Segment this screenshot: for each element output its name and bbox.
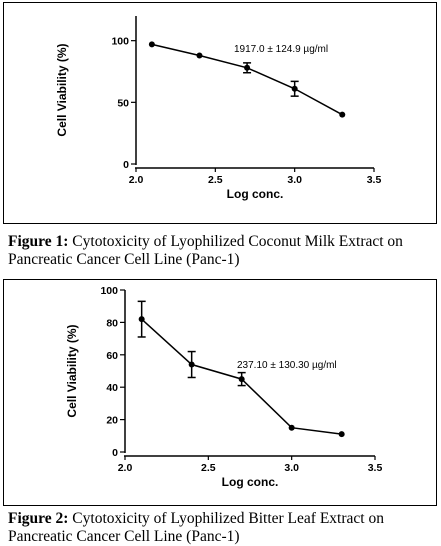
data-point xyxy=(338,431,345,438)
data-point xyxy=(148,41,155,48)
y-tick-label: 100 xyxy=(111,36,129,48)
figure-2-caption-text: Cytotoxicity of Lyophilized Bitter Leaf … xyxy=(8,510,384,545)
y-tick-label: 20 xyxy=(106,415,118,427)
figure-2-frame: 0 20 40 60 80 100 2.0 2.5 3.0 3.5 Log conc. Cell Vi… xyxy=(3,279,437,506)
y-tick-label: 0 xyxy=(112,447,118,459)
y-tick-label: 50 xyxy=(117,97,129,109)
y-axis-label: Cell Viability (%) xyxy=(65,324,79,417)
x-tick-label: 2.5 xyxy=(201,462,216,474)
y-tick-label: 80 xyxy=(106,317,118,329)
data-point xyxy=(188,361,195,368)
y-tick-label: 40 xyxy=(106,382,118,394)
x-tick-label: 2.5 xyxy=(208,174,223,186)
data-point xyxy=(196,52,203,59)
data-point xyxy=(244,64,251,71)
data-point xyxy=(288,424,295,431)
figure-1-caption: Figure 1: Cytotoxicity of Lyophilized Co… xyxy=(8,233,438,269)
y-axis-label: Cell Viability (%) xyxy=(55,43,69,136)
x-tick-label: 2.0 xyxy=(129,174,144,186)
ic50-annotation: 1917.0 ± 124.9 µg/ml xyxy=(234,44,328,55)
ic50-annotation: 237.10 ± 130.30 µg/ml xyxy=(237,360,337,371)
y-tick-label: 60 xyxy=(106,350,118,362)
data-point xyxy=(138,316,145,323)
x-tick-label: 3.0 xyxy=(287,174,302,186)
x-tick-label: 3.0 xyxy=(284,462,299,474)
data-point xyxy=(238,376,245,383)
x-tick-label: 2.0 xyxy=(118,462,133,474)
figure-1-chart: 0 50 100 2.0 2.5 3.0 3.5 Log conc. Cell Viabilit… xyxy=(55,16,382,201)
data-point xyxy=(291,85,298,92)
figure-1-caption-label: Figure 1: xyxy=(8,233,69,250)
x-tick-label: 3.5 xyxy=(368,462,383,474)
figure-1-frame: 0 50 100 2.0 2.5 3.0 3.5 Log conc. Cell Viabilit… xyxy=(3,2,437,224)
x-tick-label: 3.5 xyxy=(367,174,382,186)
figure-2-caption: Figure 2: Cytotoxicity of Lyophilized Bi… xyxy=(8,510,438,546)
x-axis-label: Log conc. xyxy=(222,475,279,489)
figure-2-caption-label: Figure 2: xyxy=(8,510,69,527)
x-axis-label: Log conc. xyxy=(227,187,284,201)
figure-1-caption-text: Cytotoxicity of Lyophilized Coconut Milk… xyxy=(8,233,403,268)
data-point xyxy=(339,111,346,118)
figure-2-chart: 0 20 40 60 80 100 2.0 2.5 3.0 3.5 Log conc. Cell Vi… xyxy=(65,285,383,489)
y-tick-label: 100 xyxy=(100,285,118,297)
y-tick-label: 0 xyxy=(123,159,129,171)
